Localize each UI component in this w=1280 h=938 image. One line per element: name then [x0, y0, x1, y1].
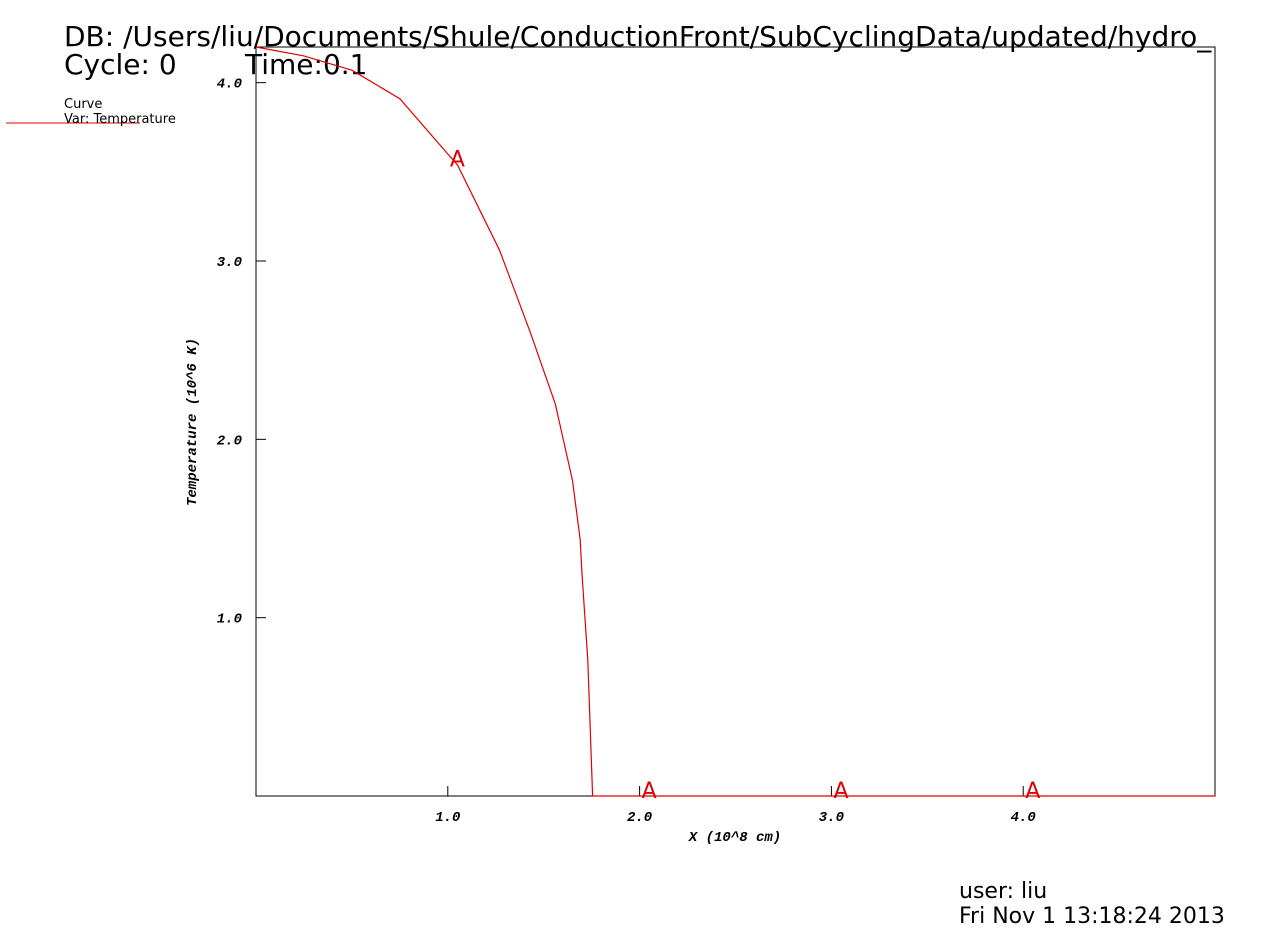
- x-tick-label: 1.0: [435, 810, 460, 826]
- db-path: DB: /Users/liu/Documents/Shule/Conductio…: [64, 20, 1212, 53]
- legend-entry: Var: Temperature: [64, 112, 176, 127]
- curve-marker: A: [1025, 779, 1040, 804]
- curve-marker: A: [642, 779, 657, 804]
- y-axis-label: Temperature (10^6 K): [185, 338, 201, 506]
- time: Time:0.1: [244, 48, 368, 81]
- y-tick-label: 2.0: [217, 433, 242, 449]
- date: Fri Nov 1 13:18:24 2013: [959, 904, 1225, 929]
- cycle: Cycle: 0: [64, 48, 177, 81]
- y-tick-label: 1.0: [217, 612, 242, 628]
- x-axis-label: X (10^8 cm): [688, 830, 781, 846]
- y-tick-label: 4.0: [217, 77, 242, 93]
- x-tick-label: 2.0: [627, 810, 652, 826]
- x-tick-label: 3.0: [819, 810, 844, 826]
- y-tick-label: 3.0: [217, 255, 242, 271]
- data-line: [255, 46, 1215, 797]
- x-tick-label: 4.0: [1011, 810, 1036, 826]
- curve-marker: A: [833, 779, 848, 804]
- legend-title: Curve: [64, 97, 102, 112]
- user: user: liu: [959, 879, 1047, 904]
- plot-frame: [255, 46, 1216, 797]
- curve-marker: A: [450, 148, 465, 173]
